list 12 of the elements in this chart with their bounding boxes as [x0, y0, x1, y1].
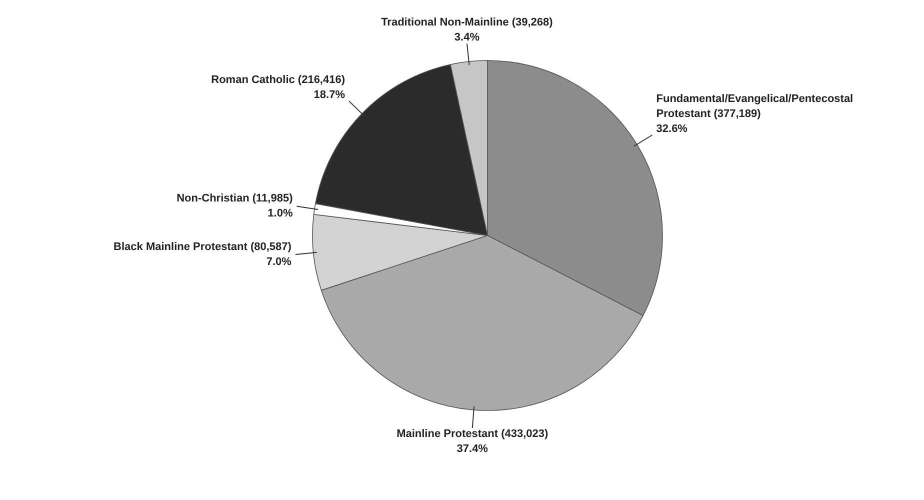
slice-label: Roman Catholic (216,416)	[211, 74, 346, 86]
slice-label: Black Mainline Protestant (80,587)	[114, 241, 292, 254]
data-label: 1.0%	[268, 208, 293, 220]
data-label: 37.4%	[456, 442, 488, 455]
data-label: 32.6%	[656, 123, 688, 136]
slice-label: Mainline Protestant (433,023)	[396, 428, 549, 440]
slice-label: Fundamental/Evangelical/Pentecostal Protestant (377,189)	[656, 93, 854, 120]
data-label: 3.4%	[454, 32, 480, 44]
slice-label: Non-Christian (11,985)	[176, 192, 294, 205]
data-label: 18.7%	[314, 89, 346, 102]
slice-label: Traditional Non-Mainline (39,268)	[381, 16, 554, 29]
data-label: 7.0%	[266, 256, 292, 268]
